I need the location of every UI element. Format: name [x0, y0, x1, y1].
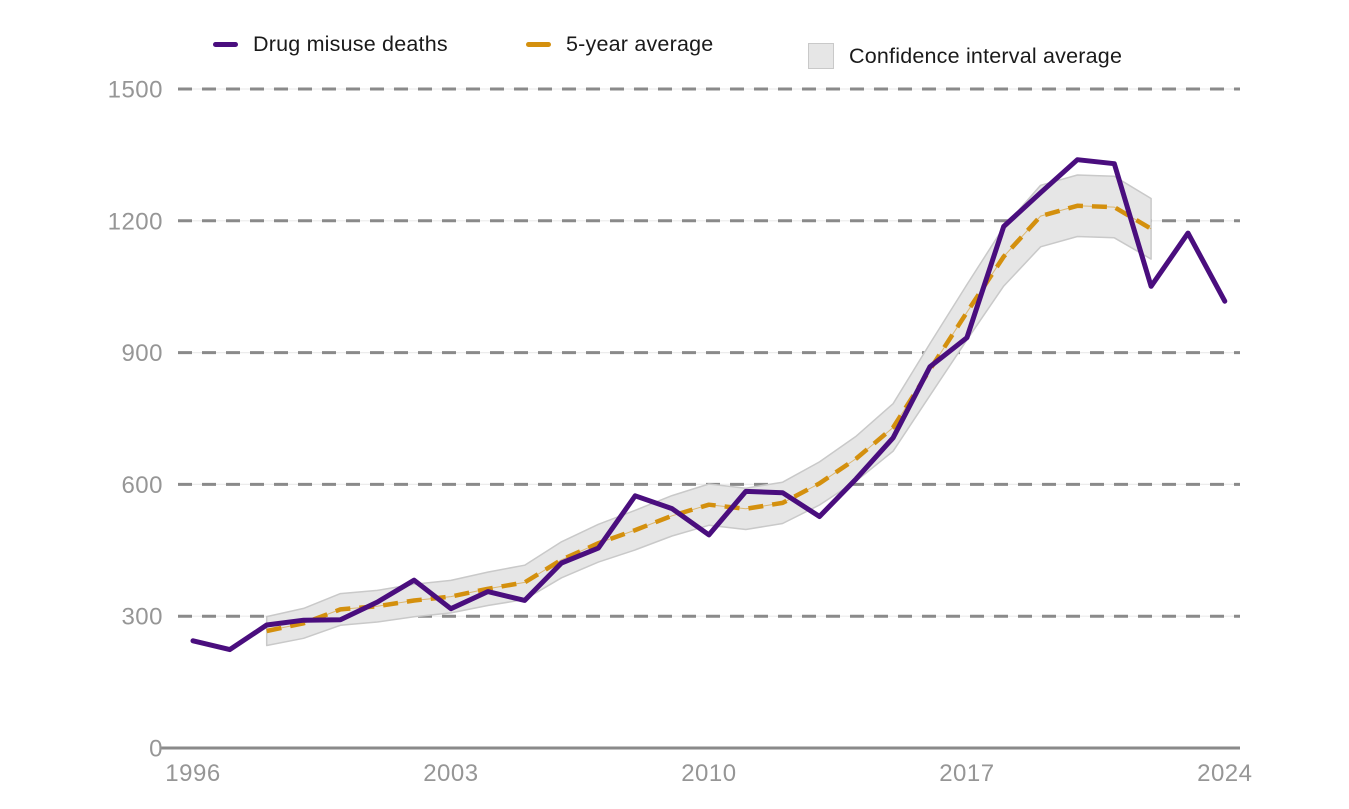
x-tick-label: 2003 [423, 760, 478, 787]
legend-label-drug-misuse-deaths: Drug misuse deaths [253, 31, 448, 56]
y-tick-label: 900 [121, 340, 163, 367]
legend-label-confidence-interval: Confidence interval average [849, 43, 1123, 68]
x-tick-label: 1996 [165, 760, 220, 787]
legend-label-5-year-average: 5-year average [566, 31, 714, 56]
legend-item-5-year-average[interactable]: 5-year average [526, 29, 713, 59]
drug-misuse-deaths-line [190, 157, 1228, 653]
legend-item-drug-misuse-deaths[interactable]: Drug misuse deaths [213, 29, 448, 59]
y-tick-label: 1500 [108, 77, 163, 104]
confidence-interval-band [265, 174, 1152, 647]
x-tick-label: 2024 [1197, 760, 1252, 787]
y-tick-label: 600 [121, 472, 163, 499]
y-tick-label: 1200 [108, 208, 163, 235]
x-tick-label: 2010 [681, 760, 736, 787]
y-tick-label: 300 [121, 604, 163, 631]
confidence-interval-swatch [808, 43, 834, 69]
five-year-average-line-swatch [526, 41, 551, 47]
x-tick-label: 2017 [939, 760, 994, 787]
drug-misuse-deaths-line-swatch [213, 41, 238, 47]
y-tick-label: 0 [149, 736, 163, 763]
five-year-average-line [266, 203, 1153, 634]
legend-item-confidence-interval[interactable]: Confidence interval average [808, 41, 1122, 71]
